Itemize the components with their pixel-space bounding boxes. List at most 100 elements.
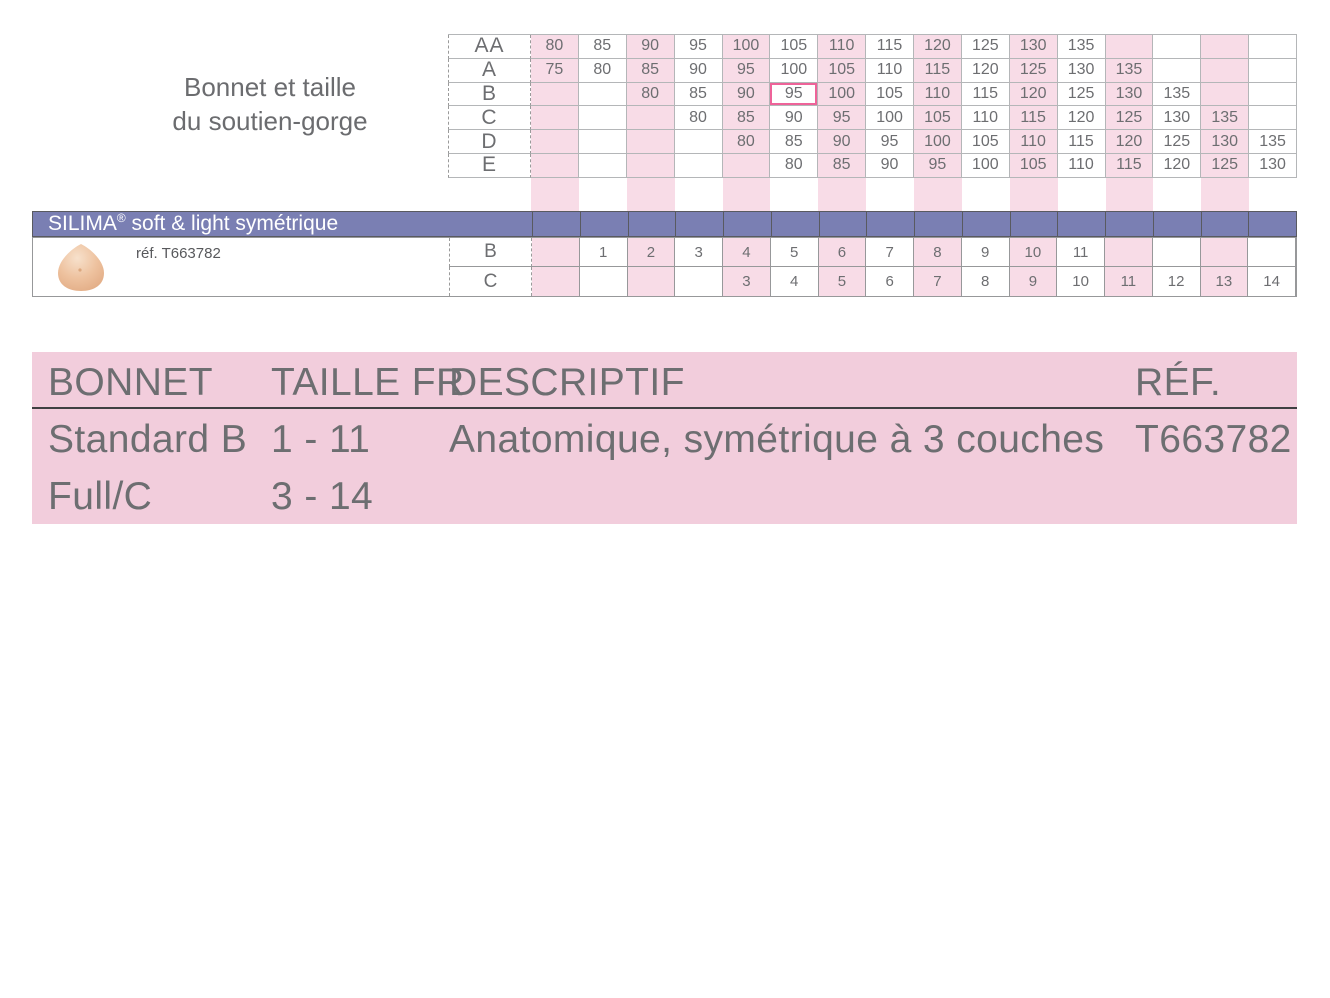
header-descriptif: DESCRIPTIF bbox=[449, 361, 685, 404]
band-size-cell: 95 bbox=[866, 130, 914, 154]
band-size-cell: 125 bbox=[1105, 106, 1154, 131]
product-size-cell: 10 bbox=[1057, 267, 1105, 296]
stripe-cell bbox=[626, 178, 675, 211]
cup-row-label: A bbox=[448, 58, 531, 83]
band-size-cell: 135 bbox=[1153, 82, 1202, 107]
band-size-cell bbox=[1201, 35, 1250, 59]
band-size-cell: 80 bbox=[770, 153, 819, 178]
column-stripes bbox=[531, 178, 1297, 211]
band-size-cell bbox=[578, 153, 627, 178]
band-size-cell: 75 bbox=[531, 58, 579, 83]
band-size-cell: 125 bbox=[1057, 82, 1106, 107]
band-size-cell: 90 bbox=[818, 130, 867, 154]
band-size-cell: 95 bbox=[674, 35, 723, 59]
band-size-cell: 95 bbox=[770, 82, 819, 107]
band-size-cell bbox=[1153, 58, 1202, 83]
product-size-cell: 1 bbox=[579, 238, 628, 267]
brand-bar: SILIMA® soft & light symétrique bbox=[32, 211, 1297, 237]
band-size-cell bbox=[626, 130, 675, 154]
bar-divider-cell bbox=[532, 212, 580, 236]
band-size-cell: 90 bbox=[626, 35, 675, 59]
band-size-cell bbox=[1201, 58, 1250, 83]
band-size-cell: 120 bbox=[961, 58, 1010, 83]
band-size-cell bbox=[1249, 106, 1297, 131]
product-size-cell: 4 bbox=[771, 267, 819, 296]
product-size-cell bbox=[1105, 238, 1153, 267]
band-size-cell: 120 bbox=[1057, 106, 1106, 131]
band-size-cell: 115 bbox=[1009, 106, 1058, 131]
band-size-cell: 120 bbox=[1105, 130, 1154, 154]
stripe-cell bbox=[962, 178, 1010, 211]
bar-divider-cell bbox=[961, 212, 1010, 236]
bar-divider-cell bbox=[1152, 212, 1201, 236]
product-size-cell bbox=[627, 267, 676, 296]
band-size-cell bbox=[1201, 82, 1250, 107]
bar-divider-cell bbox=[914, 212, 962, 236]
band-size-cell bbox=[531, 130, 579, 154]
product-size-grid: B 1 2 3 4 5 6 7 8 9 10 11 C 3 4 5 6 7 8 9 10 11 12 13 14 bbox=[449, 238, 1296, 296]
product-size-cell: 10 bbox=[1009, 238, 1058, 267]
band-size-cell: 100 bbox=[866, 106, 914, 131]
product-size-cell: 9 bbox=[1009, 267, 1058, 296]
registered-mark: ® bbox=[116, 211, 126, 225]
cup-row-label: AA bbox=[448, 34, 531, 59]
band-size-cell: 100 bbox=[914, 130, 962, 154]
product-size-cell: 8 bbox=[914, 238, 962, 267]
brand-bar-dividers bbox=[532, 212, 1296, 236]
stripe-cell bbox=[914, 178, 962, 211]
stripe-cell bbox=[818, 178, 867, 211]
stripe-cell bbox=[1249, 178, 1297, 211]
product-size-cell: 6 bbox=[818, 238, 867, 267]
product-size-cell bbox=[1152, 238, 1201, 267]
product-size-cell: 7 bbox=[914, 267, 962, 296]
band-size-cell: 80 bbox=[531, 35, 579, 59]
band-size-cell: 80 bbox=[626, 82, 675, 107]
product-size-cell: 2 bbox=[627, 238, 676, 267]
header-ref: RÉF. bbox=[1135, 361, 1222, 404]
band-size-cell: 100 bbox=[722, 35, 771, 59]
stripe-cell bbox=[1105, 178, 1154, 211]
band-size-cell: 90 bbox=[722, 82, 771, 107]
product-size-cell bbox=[580, 267, 628, 296]
caption-line-1: Bonnet et taille bbox=[183, 72, 356, 102]
product-size-cell: 5 bbox=[818, 267, 867, 296]
band-size-cell: 90 bbox=[770, 106, 819, 131]
stripe-cell bbox=[866, 178, 914, 211]
band-size-cell: 80 bbox=[674, 106, 723, 131]
stripe-cell bbox=[722, 178, 771, 211]
band-size-cell: 110 bbox=[961, 106, 1010, 131]
product-size-cell: 14 bbox=[1248, 267, 1296, 296]
header-bonnet: BONNET bbox=[48, 361, 213, 404]
product-size-cell: 13 bbox=[1200, 267, 1249, 296]
product-size-cell bbox=[1200, 238, 1249, 267]
caption-line-2: du soutien-gorge bbox=[172, 106, 368, 136]
band-size-cell: 125 bbox=[1153, 130, 1202, 154]
band-size-cell: 130 bbox=[1249, 153, 1297, 178]
band-size-cell: 80 bbox=[578, 58, 627, 83]
cell-bonnet-1: Standard B bbox=[48, 418, 248, 461]
band-size-cell bbox=[1153, 35, 1202, 59]
brand-suffix: soft & light symétrique bbox=[125, 212, 339, 235]
band-size-cell bbox=[531, 106, 579, 131]
band-size-cell: 85 bbox=[722, 106, 771, 131]
bar-divider-cell bbox=[866, 212, 914, 236]
band-size-cell: 135 bbox=[1201, 106, 1250, 131]
band-size-cell: 90 bbox=[866, 153, 914, 178]
band-size-cell bbox=[578, 106, 627, 131]
band-size-cell: 115 bbox=[1105, 153, 1154, 178]
band-size-cell: 105 bbox=[818, 58, 867, 83]
details-table: BONNET TAILLE FR DESCRIPTIF RÉF. Standar… bbox=[32, 352, 1297, 524]
stripe-cell bbox=[531, 178, 579, 211]
product-size-cell: 12 bbox=[1153, 267, 1201, 296]
band-size-cell: 85 bbox=[770, 130, 819, 154]
size-chart-caption: Bonnet et taille du soutien-gorge bbox=[140, 70, 400, 138]
band-size-cell: 115 bbox=[866, 35, 914, 59]
product-size-cell: 3 bbox=[675, 238, 723, 267]
band-size-cell bbox=[531, 153, 579, 178]
product-size-cell: 3 bbox=[723, 267, 771, 296]
stripe-cell bbox=[1153, 178, 1201, 211]
bar-divider-cell bbox=[579, 212, 628, 236]
band-size-cell: 120 bbox=[1153, 153, 1202, 178]
product-size-cell: 11 bbox=[1105, 267, 1153, 296]
band-size-cell bbox=[626, 153, 675, 178]
